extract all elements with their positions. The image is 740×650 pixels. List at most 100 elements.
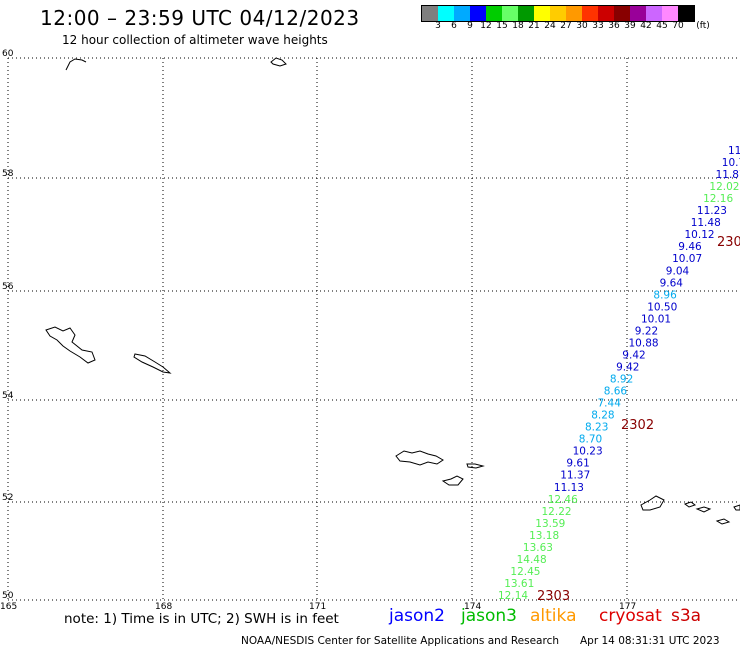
- swh-value-label: 9.61: [566, 458, 589, 470]
- generation-timestamp: Apr 14 08:31:31 UTC 2023: [580, 635, 720, 647]
- colorbar-tick-label: 70: [672, 21, 684, 31]
- lat-label: 58: [2, 169, 14, 179]
- colorbar-tick-label: 33: [592, 21, 604, 31]
- swh-value-label: 10.7: [722, 157, 740, 169]
- map-subtitle: 12 hour collection of altimeter wave hei…: [62, 33, 328, 47]
- island-aleutian-3: [441, 475, 464, 486]
- island-aleutian-1: [395, 450, 444, 466]
- colorbar-tick-label: 39: [624, 21, 636, 31]
- legend-entry-jason2: jason2: [389, 606, 445, 626]
- swh-value-label: 13.59: [535, 518, 565, 530]
- colorbar-swatch: [502, 6, 518, 21]
- swh-value-label: 9.64: [660, 277, 684, 289]
- colorbar-swatch: [678, 6, 694, 21]
- colorbar-swatch: [662, 6, 678, 21]
- lat-label: 52: [2, 493, 13, 503]
- colorbar-tick-label: 42: [640, 21, 652, 31]
- swh-value-label: 10.01: [641, 313, 671, 325]
- swh-value-label: 7.44: [598, 398, 622, 410]
- colorbar-tick-label: 36: [608, 21, 620, 31]
- colorbar-swatch: [454, 6, 470, 21]
- colorbar-tick-label: 27: [560, 21, 572, 31]
- colorbar-swatch: [630, 6, 646, 21]
- swh-value-label: 12.14: [498, 590, 528, 602]
- colorbar-swatch: [422, 6, 438, 21]
- island-aleutian-5: [683, 501, 697, 508]
- colorbar-swatch: [470, 6, 486, 21]
- credit-line: NOAA/NESDIS Center for Satellite Applica…: [241, 635, 559, 647]
- swh-value-label: 8.23: [585, 422, 608, 434]
- island-aleutian-4: [640, 495, 665, 511]
- swh-value-label: 11.13: [554, 482, 584, 494]
- pass-time-labels: 2303 2302 230: [537, 235, 740, 604]
- island-aleutian-6: [695, 506, 712, 513]
- colorbar-swatch: [598, 6, 614, 21]
- colorbar-tick-label: 3: [435, 21, 441, 31]
- swh-value-label: 9.22: [635, 325, 658, 337]
- island-north-2: [270, 57, 287, 67]
- colorbar-swatch: [518, 6, 534, 21]
- swh-value-label: 11.48: [691, 217, 721, 229]
- swh-value-label: 10.88: [629, 337, 659, 349]
- colorbar-swatch: [646, 6, 662, 21]
- swh-value-label: 8.70: [579, 434, 602, 446]
- colorbar-swatch: [614, 6, 630, 21]
- swh-value-label: 11: [728, 145, 740, 157]
- pass-time-label: 230: [717, 235, 740, 250]
- colorbar-tick-label: 21: [528, 21, 540, 31]
- lon-label: 168: [155, 602, 172, 612]
- island-bering-1: [45, 326, 96, 364]
- swh-value-label: 8.66: [604, 386, 628, 398]
- swh-value-label: 8.96: [653, 289, 677, 301]
- colorbar-swatch: [566, 6, 582, 21]
- lat-label: 54: [2, 391, 14, 401]
- colorbar-swatch: [550, 6, 566, 21]
- lon-label: 171: [309, 602, 326, 612]
- pass-time-label: 2302: [621, 418, 654, 433]
- swh-value-label: 10.23: [573, 446, 603, 458]
- lon-label: 165: [0, 602, 17, 612]
- colorbar: [421, 5, 695, 22]
- island-aleutian-8: [733, 504, 740, 511]
- wave-height-labels: 12.1413.6112.4514.4813.6313.1813.5912.22…: [498, 145, 740, 602]
- swh-value-label: 10.12: [685, 229, 715, 241]
- coastline-islands: [45, 57, 740, 525]
- colorbar-swatch: [438, 6, 454, 21]
- swh-value-label: 9.46: [678, 241, 702, 253]
- legend-entry-s3a: s3a: [671, 606, 702, 626]
- legend-entry-jason3: jason3: [461, 606, 517, 626]
- swh-value-label: 13.61: [504, 578, 534, 590]
- swh-value-label: 9.04: [666, 265, 690, 277]
- colorbar-unit: (ft): [696, 21, 710, 31]
- legend-entry-altika: altika: [530, 606, 577, 626]
- lon-label: 174: [464, 602, 481, 612]
- lat-label: 56: [2, 282, 14, 292]
- map-title: 12:00 – 23:59 UTC 04/12/2023: [40, 6, 360, 30]
- colorbar-tick-label: 30: [576, 21, 588, 31]
- swh-value-label: 14.48: [517, 554, 547, 566]
- colorbar-tick-label: 45: [656, 21, 668, 31]
- swh-value-label: 12.02: [709, 181, 739, 193]
- colorbar-swatch: [534, 6, 550, 21]
- legend-entry-cryosat: cryosat: [599, 606, 662, 626]
- swh-value-label: 13.63: [523, 542, 553, 554]
- lon-label: 177: [619, 602, 636, 612]
- island-north-1: [65, 58, 87, 71]
- island-aleutian-2: [466, 463, 485, 469]
- swh-value-label: 9.42: [622, 350, 645, 362]
- island-bering-2: [133, 353, 172, 374]
- swh-value-label: 12.16: [703, 193, 733, 205]
- swh-value-label: 12.22: [542, 506, 572, 518]
- swh-value-label: 9.42: [616, 362, 639, 374]
- footer-note: note: 1) Time is in UTC; 2) SWH is in fe…: [64, 611, 339, 627]
- swh-value-label: 13.18: [529, 530, 559, 542]
- swh-value-label: 12.45: [510, 566, 540, 578]
- swh-value-label: 8.92: [610, 374, 633, 386]
- colorbar-swatch: [486, 6, 502, 21]
- lat-label: 60: [2, 49, 14, 59]
- swh-value-label: 8.28: [591, 410, 614, 422]
- colorbar-tick-label: 15: [496, 21, 508, 31]
